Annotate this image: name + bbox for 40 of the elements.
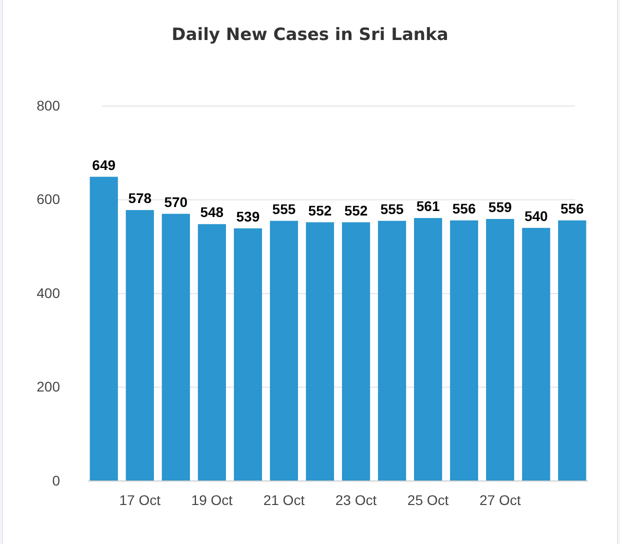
- data-label: 578: [128, 190, 152, 206]
- y-tick-label: 800: [36, 97, 60, 114]
- data-label: 548: [200, 204, 224, 220]
- data-label: 552: [344, 202, 368, 218]
- bar: [414, 218, 442, 481]
- bar: [234, 228, 262, 481]
- data-label: 559: [488, 198, 512, 215]
- x-tick-label: 19 Oct: [191, 492, 233, 508]
- bar: [378, 220, 406, 481]
- data-label: 556: [560, 200, 584, 216]
- x-tick-label: 23 Oct: [335, 492, 377, 508]
- data-label: 555: [272, 200, 296, 217]
- bar: [162, 214, 190, 481]
- bar: [522, 228, 550, 481]
- data-label: 555: [380, 200, 404, 217]
- bar: [90, 176, 118, 481]
- y-tick-label: 200: [36, 378, 60, 395]
- data-label: 539: [236, 208, 260, 224]
- data-label: 570: [164, 194, 188, 210]
- data-label: 552: [308, 202, 332, 218]
- y-tick-label: 400: [36, 284, 60, 301]
- bar: [342, 222, 370, 481]
- bar: [450, 220, 478, 481]
- data-label: 561: [416, 198, 440, 214]
- bar: [198, 224, 226, 481]
- data-label: 540: [524, 208, 548, 224]
- data-label: 556: [452, 200, 476, 216]
- y-tick-label: 0: [52, 472, 60, 488]
- data-label: 649: [92, 156, 116, 173]
- bar: [126, 210, 154, 481]
- bar: [558, 220, 586, 481]
- bar: [270, 220, 298, 481]
- x-tick-label: 21 Oct: [263, 492, 305, 508]
- x-tick-label: 25 Oct: [407, 492, 449, 508]
- x-tick-label: 27 Oct: [479, 492, 521, 508]
- chart-title: Daily New Cases in Sri Lanka: [172, 25, 448, 45]
- bar: [486, 218, 514, 481]
- x-tick-label: 17 Oct: [119, 492, 161, 508]
- bar: [306, 222, 334, 481]
- y-tick-label: 600: [36, 191, 60, 208]
